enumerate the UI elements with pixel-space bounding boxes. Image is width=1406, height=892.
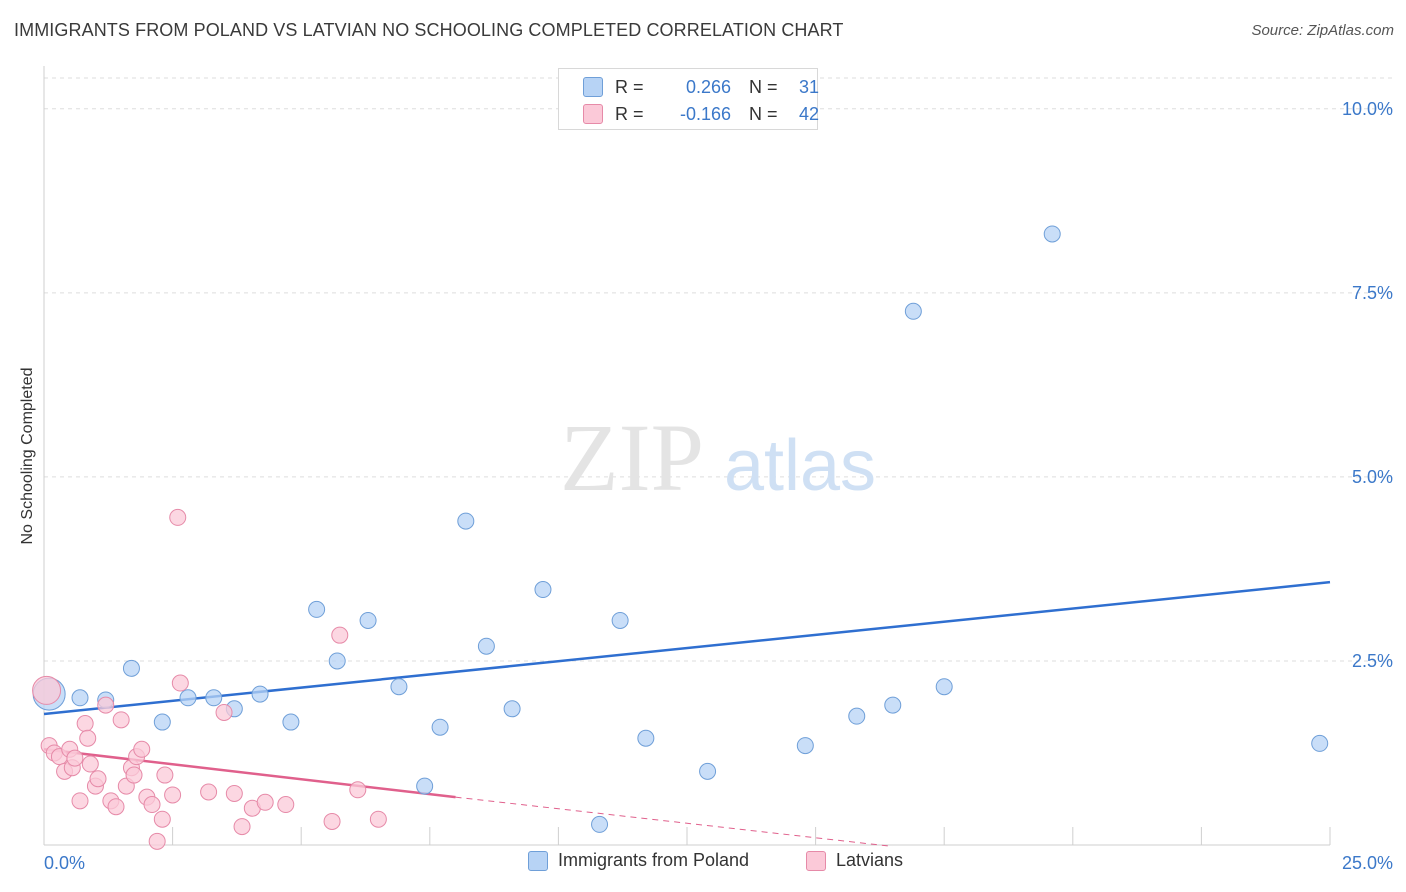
poland-point: [904, 302, 922, 320]
poland-point: [416, 777, 434, 795]
latvian-point: [233, 818, 251, 836]
latvian-point: [331, 626, 349, 644]
r-value: -0.166: [679, 103, 731, 124]
legend: Immigrants from Poland Latvians: [0, 850, 1406, 878]
latvian-point: [89, 770, 107, 788]
r-value: 0.266: [685, 76, 731, 97]
poland-point: [591, 815, 609, 833]
x-tick-label: 25.0%: [1342, 853, 1393, 873]
legend-item-poland[interactable]: Immigrants from Poland: [528, 850, 749, 871]
watermark: ZIP atlas: [560, 404, 876, 511]
point-layer: [32, 225, 1329, 850]
latvian-point: [323, 812, 341, 830]
latvian-point: [215, 703, 233, 721]
r-label: R =: [615, 76, 644, 97]
legend-swatch-poland: [528, 850, 548, 871]
poland-point: [457, 512, 475, 530]
poland-point: [328, 652, 346, 670]
latvian-point: [156, 766, 174, 784]
latvian-point: [81, 755, 99, 773]
poland-point: [308, 600, 326, 618]
poland-point: [884, 696, 902, 714]
watermark-zip: ZIP: [560, 404, 704, 511]
latvian-point: [76, 715, 94, 733]
poland-point: [71, 689, 89, 707]
y-tick-label: 7.5%: [1352, 283, 1393, 303]
latvian-point: [153, 810, 171, 828]
legend-item-latvians[interactable]: Latvians: [806, 850, 903, 871]
poland-point: [1311, 734, 1329, 752]
stats-swatch-latvians: [583, 104, 603, 124]
poland-point: [796, 737, 814, 755]
latvian-point: [148, 832, 166, 850]
latvian-point: [79, 729, 97, 747]
tick-label-layer: 2.5% 5.0% 7.5% 10.0% 0.0% 25.0%: [44, 99, 1393, 873]
latvian-trend-extension: [455, 796, 893, 847]
watermark-atlas: atlas: [724, 426, 876, 506]
latvian-point: [66, 749, 84, 767]
axis-layer: [43, 66, 1331, 846]
latvian-point: [107, 798, 125, 816]
latvian-point: [277, 796, 295, 814]
legend-label-latvians: Latvians: [836, 850, 904, 870]
latvian-point: [112, 711, 130, 729]
latvian-point: [369, 810, 387, 828]
poland-point: [179, 689, 197, 707]
poland-point: [1043, 225, 1061, 243]
r-label: R =: [615, 103, 644, 124]
source-label: Source: ZipAtlas.com: [1251, 22, 1394, 39]
latvian-point: [256, 793, 274, 811]
latvian-point: [125, 766, 143, 784]
poland-point: [503, 700, 521, 718]
stats-row-latvians: R = -0.166 N = 42: [583, 101, 819, 127]
poland-trend-line: [43, 580, 1331, 716]
latvian-point: [349, 781, 367, 799]
poland-point: [477, 637, 495, 655]
chart-title: IMMIGRANTS FROM POLAND VS LATVIAN NO SCH…: [14, 20, 844, 40]
latvian-point: [171, 674, 189, 692]
poland-point: [153, 713, 171, 731]
legend-swatch-latvians: [806, 850, 826, 871]
poland-point: [637, 729, 655, 747]
poland-point: [935, 678, 953, 696]
latvian-point: [32, 675, 62, 705]
poland-point: [359, 611, 377, 629]
n-label: N =: [749, 103, 778, 124]
poland-point: [699, 762, 717, 780]
poland-point: [611, 611, 629, 629]
y-tick-label: 5.0%: [1352, 467, 1393, 487]
latvian-point: [71, 792, 89, 810]
latvian-point: [164, 786, 182, 804]
poland-point: [390, 678, 408, 696]
poland-point: [848, 707, 866, 725]
stats-legend: R = 0.266 N = 31 R = -0.166 N = 42: [558, 68, 819, 130]
y-tick-label: 2.5%: [1352, 651, 1393, 671]
latvian-point: [133, 740, 151, 758]
stats-swatch-poland: [583, 77, 603, 97]
poland-point: [205, 689, 223, 707]
latvian-point: [97, 696, 115, 714]
poland-point: [251, 685, 269, 703]
n-value: 42: [798, 103, 819, 124]
poland-point: [282, 713, 300, 731]
latvian-point: [200, 783, 218, 801]
stats-row-poland: R = 0.266 N = 31: [583, 74, 819, 100]
x-tick-label: 0.0%: [44, 853, 85, 873]
latvian-point: [169, 508, 187, 526]
n-value: 31: [798, 76, 819, 97]
y-tick-label: 10.0%: [1342, 99, 1393, 119]
poland-point: [122, 659, 140, 677]
poland-point: [534, 581, 552, 599]
legend-label-poland: Immigrants from Poland: [558, 850, 750, 870]
latvian-trend-line: [43, 748, 456, 799]
grid-layer: [44, 77, 1392, 662]
poland-point: [431, 718, 449, 736]
latvian-point: [225, 784, 243, 802]
latvian-point: [143, 796, 161, 814]
n-label: N =: [749, 76, 778, 97]
